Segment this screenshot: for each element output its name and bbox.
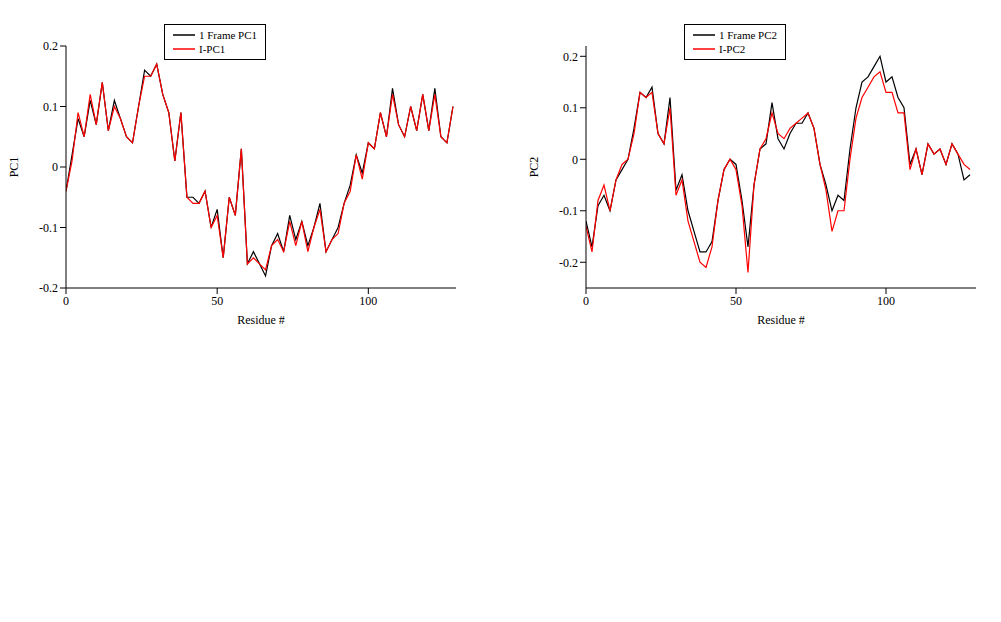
svg-text:PC1: PC1 bbox=[7, 157, 21, 178]
svg-text:Residue #: Residue # bbox=[757, 313, 805, 327]
svg-text:100: 100 bbox=[359, 294, 377, 308]
svg-text:0.2: 0.2 bbox=[43, 39, 58, 53]
svg-text:-0.1: -0.1 bbox=[39, 221, 58, 235]
html-text:1 Frame PC2: 1 Frame PC2 bbox=[719, 29, 778, 41]
html-text:I-PC1: I-PC1 bbox=[199, 43, 226, 55]
svg-text:Residue #: Residue # bbox=[237, 313, 285, 327]
html-text:1 Frame PC1: 1 Frame PC1 bbox=[199, 29, 258, 41]
svg-text:100: 100 bbox=[877, 294, 895, 308]
svg-text:50: 50 bbox=[211, 294, 223, 308]
html-text:I-PC2: I-PC2 bbox=[719, 43, 746, 55]
svg-text:0: 0 bbox=[52, 160, 58, 174]
svg-text:0.2: 0.2 bbox=[563, 50, 578, 64]
svg-text:-0.2: -0.2 bbox=[39, 281, 58, 295]
svg-text:-0.1: -0.1 bbox=[559, 204, 578, 218]
svg-text:0: 0 bbox=[572, 153, 578, 167]
svg-text:0.1: 0.1 bbox=[563, 101, 578, 115]
svg-text:-0.2: -0.2 bbox=[559, 256, 578, 270]
svg-text:50: 50 bbox=[730, 294, 742, 308]
svg-text:0: 0 bbox=[583, 294, 589, 308]
svg-text:0: 0 bbox=[63, 294, 69, 308]
svg-text:PC2: PC2 bbox=[527, 157, 541, 178]
svg-text:0.1: 0.1 bbox=[43, 100, 58, 114]
